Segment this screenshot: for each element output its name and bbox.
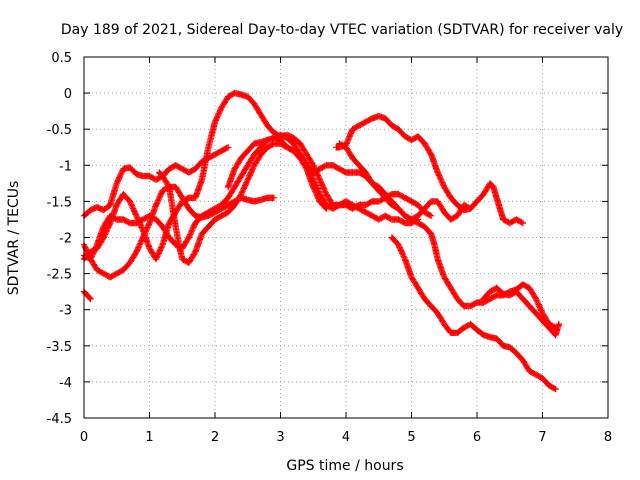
plus-markers [224,136,271,191]
y-tick-label: -4 [59,376,72,391]
plus-markers [270,133,422,227]
plus-markers [388,234,559,393]
x-tick-label: 4 [342,430,350,445]
x-tick-label: 2 [211,430,219,445]
y-axis-label: SDTVAR / TECUs [6,181,22,296]
series-track-h [270,133,422,227]
x-tick-label: 0 [80,430,88,445]
plus-markers [333,113,526,227]
series-track-b [80,288,94,303]
y-tick-label: -2.5 [47,268,72,283]
y-tick-label: -4.5 [47,412,72,427]
x-tick-label: 3 [276,430,284,445]
y-tick-label: -1 [59,159,72,174]
y-tick-label: -3 [59,304,72,319]
series-track-k [388,234,559,393]
chart-title: Day 189 of 2021, Sidereal Day-to-day VTE… [61,22,623,38]
x-tick-label: 7 [538,430,546,445]
series-track-g [224,136,271,191]
y-tick-label: -2 [59,232,72,247]
x-tick-label: 8 [604,430,612,445]
grid-lines [84,57,608,418]
series-track-i [333,113,526,227]
y-tick-label: -0.5 [47,123,72,138]
plot-frame [83,56,609,419]
y-tick-label: -1.5 [47,195,72,210]
data-series [80,89,563,393]
axis-ticks: 0 1 2 3 4 5 6 7 8 0.5 0 -0.5 -1 -1.5 -2 -2.5 -3 -3.5 -4 -4.… [47,51,613,445]
y-tick-label: 0 [64,87,72,102]
y-tick-label: 0.5 [51,51,72,66]
plus-markers [480,284,563,339]
series-track-l [480,284,563,339]
x-tick-label: 1 [145,430,153,445]
x-axis-label: GPS time / hours [286,458,403,474]
plus-markers [80,288,94,303]
x-tick-label: 6 [473,430,481,445]
x-tick-label: 5 [407,430,415,445]
y-tick-label: -3.5 [47,340,72,355]
